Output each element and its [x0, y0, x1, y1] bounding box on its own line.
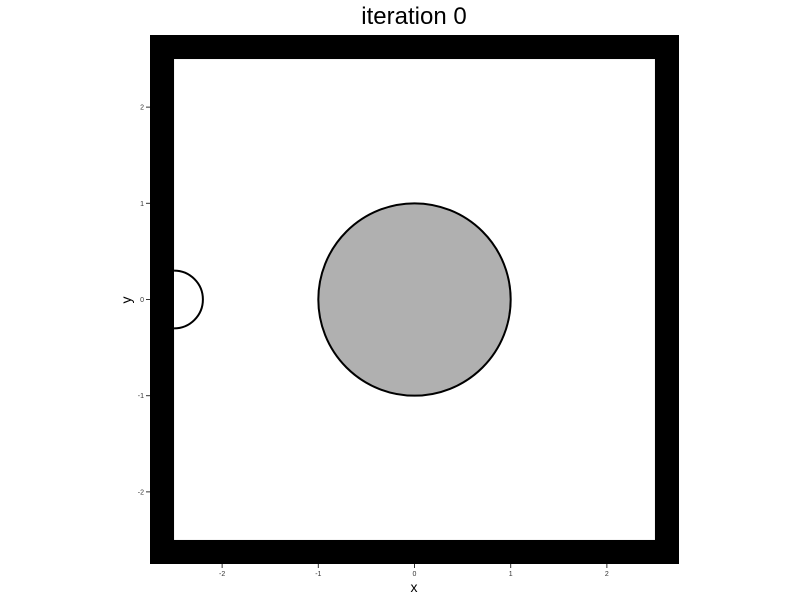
- x-tick-label: -2: [219, 571, 225, 578]
- x-tick-label: 0: [413, 571, 417, 578]
- y-axis: -2 -1 0 1 2: [138, 105, 150, 496]
- wall-half-circle: [174, 269, 204, 330]
- x-axis-title: x: [411, 579, 418, 595]
- x-tick-label: 1: [509, 571, 513, 578]
- y-tick-label: 1: [140, 201, 144, 208]
- center-circle: [317, 202, 512, 397]
- x-axis: -2 -1 0 1 2: [219, 564, 609, 578]
- chart-title: iteration 0: [361, 3, 466, 30]
- x-tick-label: -1: [315, 571, 321, 578]
- plot-area: [150, 35, 679, 564]
- y-tick-label: 0: [140, 297, 144, 304]
- y-tick-label: -1: [138, 393, 144, 400]
- y-axis-title: y: [118, 297, 134, 304]
- y-tick-label: 2: [140, 105, 144, 112]
- x-tick-label: 2: [605, 571, 609, 578]
- y-tick-label: -2: [138, 489, 144, 496]
